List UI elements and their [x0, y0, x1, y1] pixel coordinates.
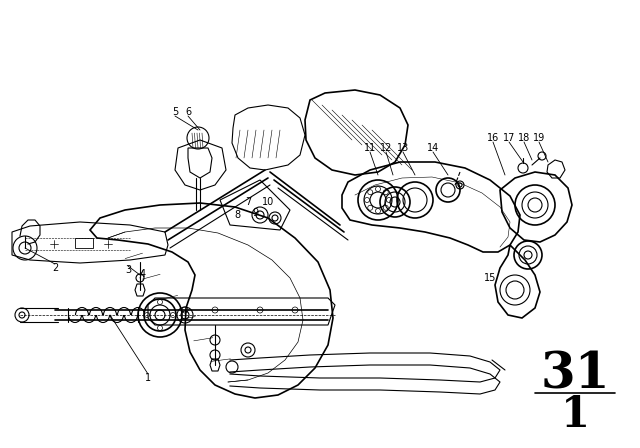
Text: 12: 12: [380, 143, 392, 153]
Text: 5: 5: [172, 107, 178, 117]
Text: 10: 10: [262, 197, 274, 207]
Text: 14: 14: [427, 143, 439, 153]
Text: 4: 4: [140, 269, 146, 279]
Text: 17: 17: [503, 133, 515, 143]
Text: 7: 7: [245, 197, 251, 207]
Text: 15: 15: [484, 273, 496, 283]
Text: 18: 18: [518, 133, 530, 143]
Text: 1: 1: [145, 373, 151, 383]
Text: 19: 19: [533, 133, 545, 143]
Text: 2: 2: [52, 263, 58, 273]
Text: 1: 1: [561, 394, 589, 436]
Text: 11: 11: [364, 143, 376, 153]
Text: 13: 13: [397, 143, 409, 153]
Text: 9: 9: [252, 208, 258, 218]
Bar: [75, 238, 93, 248]
Text: 8: 8: [234, 210, 240, 220]
Text: 16: 16: [487, 133, 499, 143]
Text: 6: 6: [185, 107, 191, 117]
Text: 3: 3: [125, 265, 131, 275]
Text: 31: 31: [540, 350, 610, 400]
